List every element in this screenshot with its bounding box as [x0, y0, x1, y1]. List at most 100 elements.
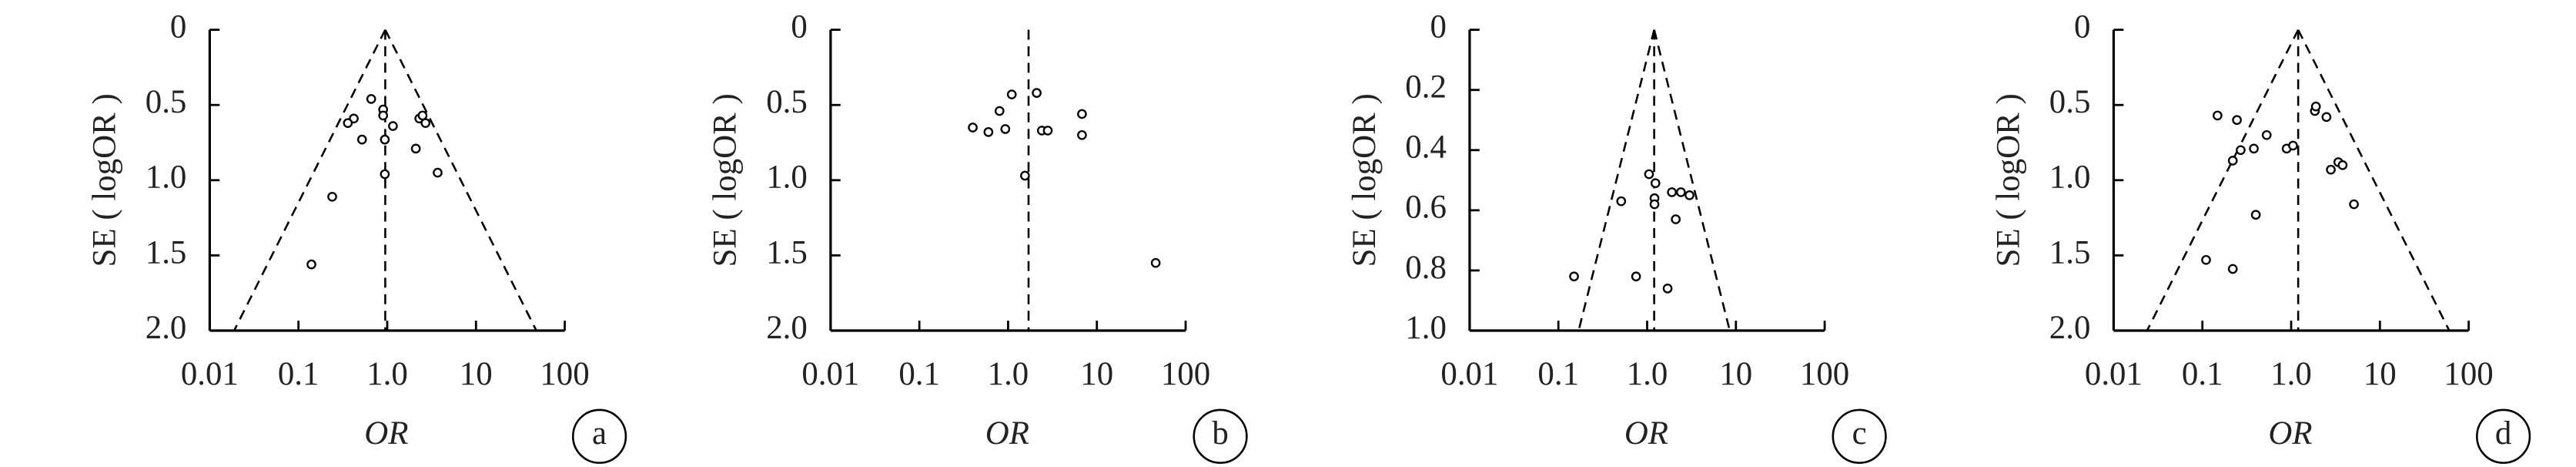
point: [1676, 187, 1686, 197]
funnel-line: [2146, 29, 2300, 331]
point: [1150, 257, 1161, 268]
x-tick-label: 0.1: [2182, 356, 2223, 392]
point: [2201, 254, 2211, 265]
point: [968, 123, 978, 133]
x-tick-label: 1.0: [988, 356, 1029, 392]
x-tick-label: 10: [1719, 356, 1752, 392]
y-axis-label: SE ( logOR ): [1990, 93, 2026, 267]
point: [1077, 109, 1087, 119]
x-tick-label: 1.0: [366, 356, 408, 392]
funnel-line: [384, 29, 537, 331]
y-axis-label: SE ( logOR ): [1347, 93, 1383, 267]
y-tick-label: 1.5: [2049, 234, 2091, 270]
y-tick-label: 0: [170, 8, 186, 45]
panel-badge: [571, 408, 627, 464]
point: [1667, 187, 1677, 197]
point: [1077, 129, 1087, 140]
panel-badge: [1193, 408, 1248, 464]
y-axis-label: SE ( logOR ): [86, 93, 122, 267]
point: [1684, 190, 1694, 200]
x-tick-label: 100: [2444, 356, 2493, 392]
point: [2321, 112, 2332, 123]
y-tick-label: 0.2: [1405, 69, 1447, 106]
x-tick-label: 0.01: [801, 356, 859, 392]
panel-badge: [2476, 408, 2531, 464]
panel-badge: [1832, 408, 1887, 464]
y-tick-label: 0: [1430, 8, 1446, 45]
x-tick-label: 0.1: [1537, 356, 1579, 392]
point: [1020, 170, 1030, 181]
x-tick-label: 0.01: [181, 356, 239, 392]
y-tick-label: 1.5: [146, 234, 187, 270]
point: [380, 169, 390, 180]
y-tick-label: 0: [2074, 8, 2090, 45]
x-tick-label: 0.1: [898, 356, 940, 392]
point: [2249, 143, 2259, 154]
y-tick-label: 2.0: [766, 310, 808, 346]
x-tick-label: 0.1: [278, 356, 319, 392]
point: [2288, 140, 2298, 151]
x-tick-label: 100: [1800, 356, 1849, 392]
x-axis-label: OR: [364, 415, 408, 452]
point: [1671, 214, 1681, 224]
funnel-line: [1653, 29, 1731, 331]
point: [2310, 101, 2321, 112]
y-tick-label: 0.4: [1405, 129, 1447, 166]
panel-label: c: [1852, 415, 1867, 452]
y-tick-label: 1.0: [146, 160, 187, 196]
funnel-line: [233, 29, 386, 331]
y-tick-label: 1.0: [766, 160, 808, 196]
point: [380, 134, 390, 145]
point: [1569, 271, 1579, 282]
point: [1616, 196, 1627, 207]
point: [1042, 126, 1053, 136]
point: [994, 106, 1005, 116]
point: [1662, 284, 1673, 294]
x-axis-label: OR: [1624, 415, 1668, 452]
y-tick-label: 0.5: [2049, 84, 2091, 120]
y-tick-label: 1.0: [1405, 310, 1447, 346]
x-tick-label: 1.0: [1627, 356, 1668, 392]
point: [1000, 124, 1011, 134]
point: [388, 121, 398, 131]
point: [378, 110, 389, 121]
x-tick-label: 100: [540, 356, 589, 392]
y-tick-label: 2.0: [2049, 310, 2091, 346]
y-axis-label: SE ( logOR ): [708, 93, 744, 267]
x-tick-label: 10: [460, 356, 493, 392]
point: [1032, 88, 1042, 98]
x-tick-label: 1.0: [2270, 356, 2312, 392]
point: [2227, 156, 2238, 166]
y-tick-label: 0.5: [766, 84, 808, 120]
panel-label: b: [1212, 415, 1228, 452]
point: [2349, 199, 2359, 210]
y-tick-label: 0: [791, 8, 807, 45]
y-tick-label: 1.5: [766, 234, 808, 270]
point: [356, 134, 367, 145]
point: [1650, 178, 1661, 189]
y-tick-label: 2.0: [146, 310, 187, 346]
y-tick-label: 0.8: [1405, 250, 1447, 286]
point: [2337, 160, 2348, 170]
point: [327, 191, 337, 202]
point: [433, 167, 443, 178]
x-axis-label: OR: [985, 415, 1029, 452]
y-tick-label: 0.5: [146, 84, 187, 120]
point: [2227, 264, 2238, 274]
point: [1006, 89, 1017, 99]
point: [2250, 210, 2261, 220]
x-tick-label: 10: [1080, 356, 1113, 392]
point: [2232, 115, 2242, 126]
point: [2213, 110, 2223, 121]
x-tick-label: 100: [1161, 356, 1210, 392]
point: [366, 94, 376, 104]
y-tick-label: 1.0: [2049, 160, 2091, 196]
point: [2236, 145, 2246, 156]
x-tick-label: 0.01: [1440, 356, 1498, 392]
point: [2326, 164, 2336, 175]
funnel-line: [2297, 29, 2451, 331]
x-tick-label: 10: [2364, 356, 2397, 392]
funnel-line: [1577, 29, 1655, 331]
